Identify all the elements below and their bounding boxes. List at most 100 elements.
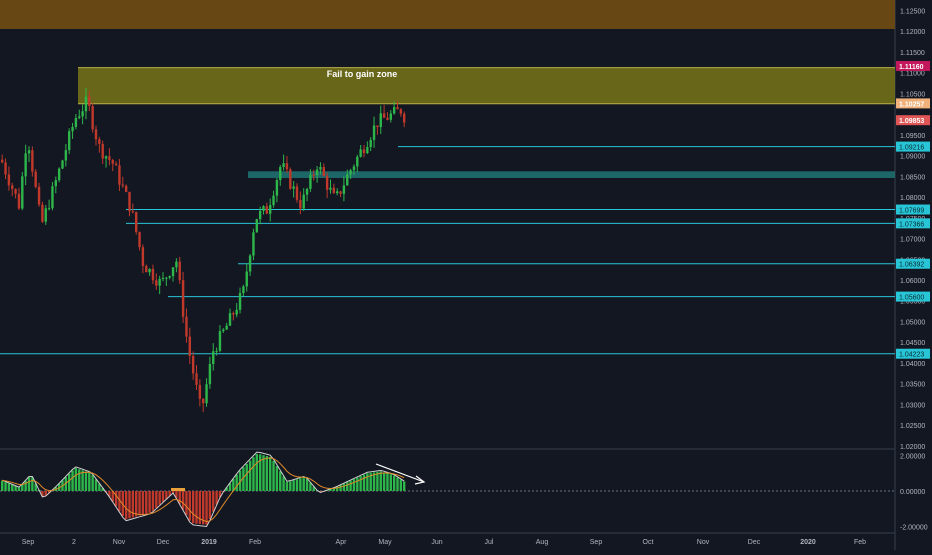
y-tick-label: 1.02500	[900, 423, 925, 430]
x-tick-label: Jul	[485, 539, 494, 546]
histogram-bar	[111, 491, 114, 502]
candle-body	[91, 106, 94, 130]
histogram-bar	[225, 487, 228, 491]
candle-body	[148, 268, 151, 273]
histogram-bar	[205, 491, 208, 525]
candle-body	[329, 187, 332, 190]
candle-body	[299, 199, 302, 209]
osc-y-tick-label: -2.00000	[900, 525, 928, 532]
histogram-bar	[285, 481, 289, 491]
candle-body	[389, 113, 392, 120]
candle-body	[339, 191, 342, 194]
histogram-bar	[245, 463, 248, 491]
histogram-bar	[282, 476, 285, 491]
histogram-bar	[138, 491, 141, 516]
momentum-arrow	[375, 463, 425, 483]
candle-body	[325, 175, 329, 190]
histogram-bar	[71, 470, 74, 491]
histogram-bar	[148, 491, 151, 513]
histogram-bar	[339, 485, 342, 491]
candle-body	[359, 149, 362, 157]
histogram-bar	[382, 472, 386, 491]
histogram-bar	[34, 483, 37, 491]
candle-body	[1, 159, 4, 163]
y-tick-label: 1.03000	[900, 402, 925, 409]
y-tick-label: 1.12000	[900, 29, 925, 36]
y-tick-label: 1.11500	[900, 50, 925, 57]
candle-body	[111, 159, 114, 164]
candle-body	[17, 193, 21, 209]
histogram-bar	[124, 491, 128, 520]
candle-body	[68, 131, 71, 151]
candle-body	[403, 113, 406, 123]
candle-body	[289, 169, 292, 189]
histogram-bar	[191, 491, 195, 524]
histogram-bar	[161, 491, 165, 502]
candle-body	[114, 163, 118, 166]
histogram-bar	[17, 487, 21, 491]
candle-body	[205, 384, 208, 404]
zone-support	[248, 171, 895, 178]
histogram-bar	[295, 479, 299, 491]
candle-body	[319, 167, 322, 170]
histogram-bar	[356, 477, 359, 491]
candle-body	[88, 96, 91, 107]
histogram-bar	[386, 473, 389, 491]
candle-body	[108, 156, 111, 160]
histogram-bar	[74, 468, 78, 491]
candle-body	[138, 232, 141, 248]
histogram-bar	[198, 491, 202, 525]
histogram-bar	[128, 491, 131, 519]
histogram-bar	[27, 477, 31, 491]
histogram-bar	[135, 491, 138, 517]
histogram-bar	[185, 491, 188, 516]
candle-body	[121, 184, 124, 186]
histogram-bar	[372, 472, 376, 491]
candle-body	[94, 129, 98, 140]
histogram-bar	[7, 483, 11, 491]
candle-body	[101, 143, 104, 159]
candle-body	[376, 125, 379, 128]
candle-body	[145, 265, 148, 273]
y-tick-label: 1.08000	[900, 195, 925, 202]
price-tag	[896, 60, 930, 71]
level-tag	[896, 348, 930, 359]
candle-body	[188, 336, 191, 356]
candle-body	[155, 280, 158, 286]
level-tag	[896, 141, 930, 152]
price-tag-label: 1.11160	[899, 64, 924, 71]
candle-body	[295, 186, 299, 200]
histogram-bar	[181, 491, 185, 510]
candle-body	[4, 162, 7, 175]
histogram-bar	[202, 491, 205, 525]
candle-body	[7, 174, 11, 186]
y-tick-label: 1.05000	[900, 319, 925, 326]
candle-body	[34, 171, 37, 187]
candle-body	[255, 219, 258, 233]
zone-fail	[78, 67, 895, 104]
level-tag-label: 1.06392	[899, 262, 924, 269]
candle-body	[195, 373, 198, 385]
price-tag-label: 1.10257	[899, 101, 924, 108]
y-tick-label: 1.09000	[900, 154, 925, 161]
candle-body	[275, 180, 279, 196]
histogram-bar	[248, 460, 252, 491]
histogram-bar	[289, 481, 292, 491]
y-tick-label: 1.07000	[900, 237, 925, 244]
histogram-bar	[376, 471, 379, 491]
candle-body	[336, 191, 339, 194]
candle-body	[11, 185, 14, 190]
x-tick-label: Apr	[336, 539, 348, 546]
candle-body	[248, 255, 252, 272]
histogram-bar	[312, 486, 315, 491]
histogram-bar	[262, 455, 265, 491]
x-tick-label: 2020	[800, 539, 816, 546]
x-tick-label: Feb	[854, 539, 866, 546]
candle-body	[238, 293, 242, 310]
candle-body	[399, 109, 403, 114]
histogram-bar	[94, 479, 98, 491]
histogram-bar	[114, 491, 118, 507]
histogram-bar	[31, 477, 34, 491]
